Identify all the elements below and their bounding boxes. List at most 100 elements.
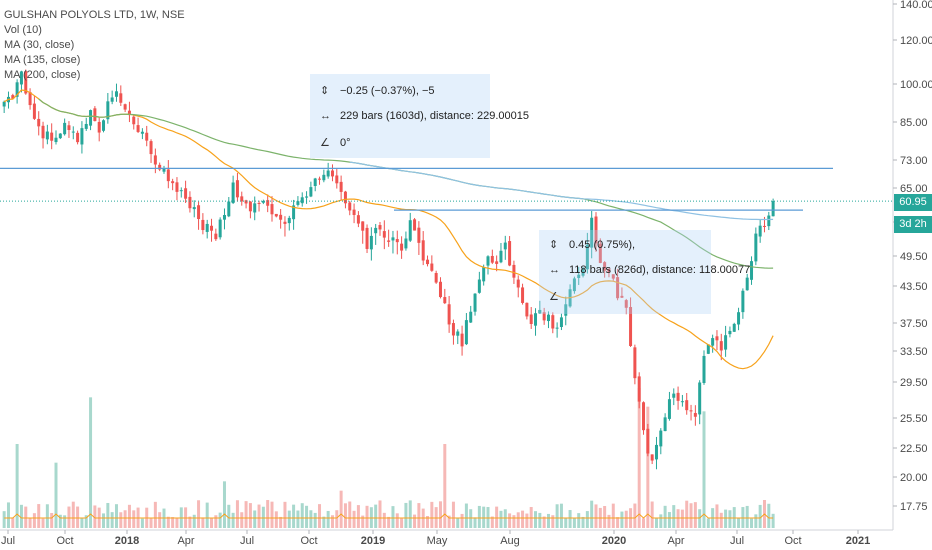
candle-body (231, 182, 235, 204)
candle-body (391, 237, 395, 241)
candle-body (745, 277, 749, 291)
volume-bar (676, 509, 680, 528)
volume-bar (616, 517, 620, 528)
volume-bar (132, 510, 136, 528)
volume-bar (210, 518, 214, 528)
volume-bar (227, 504, 231, 528)
volume-bar (469, 509, 473, 528)
candle-body (495, 261, 499, 264)
volume-bar (555, 504, 559, 528)
volume-bar (745, 505, 749, 528)
angle-icon: ∠ (549, 291, 559, 303)
volume-bar (667, 512, 671, 528)
volume-bar (551, 515, 555, 528)
volume-bar (646, 406, 650, 528)
moving-averages (3, 89, 774, 519)
volume-bar (737, 517, 741, 528)
candle-body (37, 118, 41, 127)
ma-200-line (349, 161, 774, 221)
time-tick-label: 2018 (115, 535, 139, 547)
candle-body (292, 205, 296, 220)
candle-body (767, 215, 771, 227)
volume-bar (235, 500, 239, 528)
candle-body (149, 141, 153, 155)
volume-bar (339, 490, 343, 528)
price-tick-label: 33.50 (900, 346, 928, 358)
candle-body (2, 101, 6, 107)
candle-body (365, 227, 369, 249)
volume-bar (654, 517, 658, 528)
volume-bar (197, 500, 201, 528)
candle-body (771, 201, 775, 217)
legend-ma-30[interactable]: MA (30, close) (4, 39, 75, 51)
candle-body (15, 82, 19, 97)
volume-bar (222, 481, 226, 528)
measure-1-angle: 0° (340, 136, 351, 149)
candle-body (97, 121, 101, 133)
volume-bar (542, 516, 546, 528)
volume-bar (499, 510, 503, 528)
candle-body (205, 223, 209, 232)
time-tick-label: Apr (667, 535, 684, 547)
candle-body (132, 116, 136, 125)
bars-width-icon: ↔ (320, 110, 331, 122)
volume-bar (140, 518, 144, 528)
volume-bar (417, 503, 421, 528)
measure-box-1[interactable]: ⇕ −0.25 (−0.37%), −5 ↔ 229 bars (1603d),… (310, 74, 529, 158)
volume-bar (6, 502, 10, 528)
volume-bar (620, 511, 624, 528)
price-tick-label: 49.50 (900, 251, 928, 263)
measure-box-2[interactable]: ⇕ 0.45 (0.75%), ↔ 118 bars (826d), dista… (539, 230, 750, 314)
time-tick-label: Jul (1, 535, 15, 547)
volume-bar (374, 504, 378, 528)
candle-body (400, 243, 404, 251)
volume-bar (335, 510, 339, 528)
volume-bar (633, 503, 637, 528)
price-tick-label: 65.00 (900, 183, 928, 195)
volume-bar (581, 516, 585, 528)
volume-bar (201, 517, 205, 528)
candle-body (343, 191, 347, 204)
volume-bar (382, 512, 386, 528)
volume-bar (642, 518, 646, 528)
volume-bar (253, 510, 257, 528)
candle-body (637, 376, 641, 402)
candle-body (542, 312, 546, 321)
volume-bar (300, 503, 304, 528)
measure-2-bars: 118 bars (826d), distance: 118.00077 (569, 264, 751, 276)
candle-body (197, 205, 201, 220)
volume-bar (585, 511, 589, 528)
volume-bar (607, 514, 611, 528)
candle-body (158, 164, 162, 170)
candle-body (71, 131, 75, 133)
volume-bar (594, 504, 598, 528)
volume-bar (218, 512, 222, 528)
volume-bar (19, 504, 23, 528)
volume-bar (305, 505, 309, 528)
volume-bar (192, 514, 196, 528)
candle-body (248, 201, 252, 212)
volume-bar (89, 397, 93, 528)
volume-bar (572, 518, 576, 528)
legend-volume[interactable]: Vol (10) (4, 24, 42, 36)
volume-bar (490, 516, 494, 528)
volume-bar (430, 501, 434, 528)
price-tick-label: 43.50 (900, 281, 928, 293)
volume-bar (244, 501, 248, 528)
candle-body (555, 327, 559, 329)
candle-body (724, 335, 728, 350)
volume-bar (534, 511, 538, 528)
candle-body (24, 71, 28, 94)
candle-body (585, 244, 589, 270)
volume-bar (71, 501, 75, 528)
volume-bar (296, 510, 300, 528)
volume-bar (391, 506, 395, 528)
volume-bar (473, 517, 477, 528)
candle-body (408, 220, 412, 241)
candle-body (750, 261, 754, 280)
candle-body (313, 178, 317, 187)
legend-ma-200[interactable]: MA (200, close) (4, 69, 81, 81)
volume-bar (750, 518, 754, 528)
legend-ma-135[interactable]: MA (135, close) (4, 54, 81, 66)
